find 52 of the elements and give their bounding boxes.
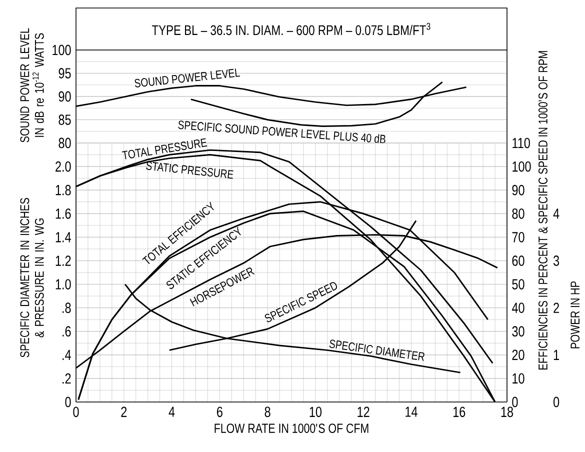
y-tick-label: 100 [52,44,71,56]
y2-axis-title: EFFICIENCIES IN PERCENT & SPECIFIC SPEED IN 1000'S OF RPM [538,51,548,370]
y2-tick-label: 10 [512,373,524,384]
y-tick-label: .6 [62,326,71,337]
y-tick-label: 1.8 [56,184,71,196]
y-tick-label: .8 [62,302,71,313]
x-tick-label: 10 [310,406,322,418]
y2-tick-label: 50 [512,279,524,290]
y2-tick-label: 100 [512,161,531,172]
y2-tick-label: 80 [512,208,524,219]
y2-tick-label: 60 [512,256,524,266]
x-tick-label: 4 [168,406,175,417]
y-tick-label: 90 [58,91,71,102]
y-tick-label: 85 [58,114,71,125]
x-tick-label: 12 [358,406,370,417]
chart-title: TYPE BL – 36.5 IN. DIAM. – 600 RPM – 0.075 LBM/FT$^{3}$ [152,22,430,36]
y2-tick-label: 20 [512,350,524,360]
y3-tick-label: 4 [553,208,560,219]
y2-tick-label: 70 [512,232,524,242]
text: STATIC PRESSURE [146,162,234,179]
x-tick-label: 14 [406,406,418,417]
y2-tick-label: 110 [512,138,530,148]
y3-tick-label: 0 [554,396,560,408]
y-tick-label: 95 [58,68,71,78]
y3-tick-label: 1 [554,350,560,360]
y-tick-label: 1.0 [56,279,71,290]
x-tick-label: 0 [73,406,79,418]
y3-tick-label: 3 [553,256,560,266]
y-tick-label: .4 [62,350,71,360]
y2-tick-label: 0 [512,396,518,408]
y2-tick-label: 30 [512,326,524,337]
y-tick-label: 1.4 [56,232,71,242]
x-tick-label: 6 [216,406,222,418]
y-tick-label: 80 [58,138,71,148]
x-axis-title: FLOW RATE IN 1000'S OF CFM [214,424,368,434]
y-tick-label: 0 [65,396,71,408]
x-tick-label: 8 [264,406,270,418]
text: SPECIFIC DIAMETER [329,340,424,361]
y2-tick-label: 90 [512,184,524,196]
y-axis-title: SPECIFIC DIAMETER IN INCHES & PRESSURE IN IN. WG [20,198,44,358]
text: TOTAL PRESSURE [122,138,208,160]
y-tick-label: 2.0 [56,161,71,172]
text: SOUND POWER LEVEL [134,68,240,88]
y-tick-label: 1.6 [56,208,71,219]
x-tick-label: 16 [453,406,466,418]
y3-axis-title: POWER IN HP [570,281,580,348]
x-tick-label: 18 [501,406,514,418]
y2-tick-label: 40 [512,302,524,313]
x-tick-label: 2 [121,406,127,417]
y3-tick-label: 2 [554,302,559,313]
y-tick-label: 1.2 [56,256,71,266]
y-tick-label: .2 [62,373,71,384]
